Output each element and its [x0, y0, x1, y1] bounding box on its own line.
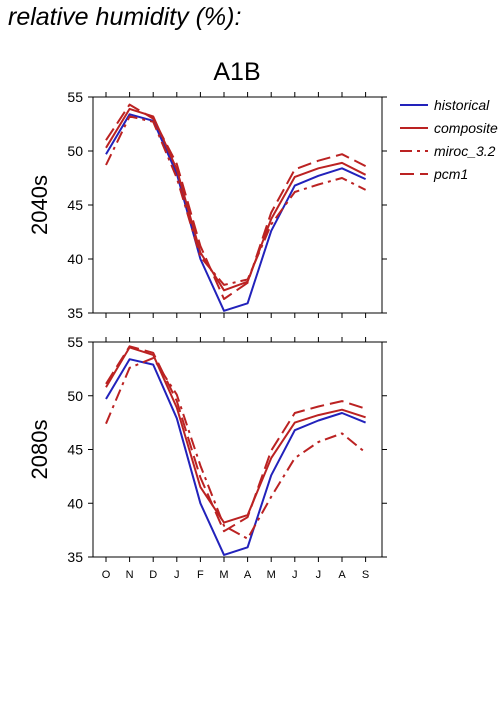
page-title: relative humidity (%): [8, 3, 242, 31]
y-axis-label: 2040s [27, 175, 52, 235]
y-tick-label: 45 [67, 197, 83, 213]
legend-item-miroc_3.2: miroc_3.2 [400, 143, 496, 159]
scenario-title: A1B [213, 58, 260, 86]
plot-frame [92, 96, 383, 314]
series-line-miroc_3.2 [105, 357, 367, 540]
legend-item-historical: historical [400, 97, 490, 113]
y-tick-label: 50 [67, 143, 83, 159]
y-tick-label: 35 [67, 549, 83, 565]
legend-item-composite: composite [400, 120, 498, 136]
series-line-miroc_3.2 [105, 115, 367, 286]
x-tick-label: A [244, 569, 252, 581]
panels: 35 40 45 50 55 2040s 35 40 45 50 55 2080s O N D J F M A M J J… [27, 89, 387, 581]
x-tick-label: F [197, 569, 204, 581]
x-tick-label: O [102, 569, 111, 581]
panel-2080s: 35 40 45 50 55 2080s [27, 334, 387, 565]
legend-label: pcm1 [433, 166, 468, 182]
y-tick-label: 55 [67, 334, 83, 350]
y-tick-label: 40 [67, 495, 83, 511]
plot-frame [92, 341, 383, 558]
legend-label: historical [434, 97, 490, 113]
x-tick-label: A [338, 569, 346, 581]
series-line-pcm1 [105, 345, 366, 533]
series-line-historical [105, 358, 366, 556]
series-line-historical [105, 113, 367, 312]
series-line-composite [105, 107, 367, 292]
legend-label: miroc_3.2 [434, 143, 496, 159]
y-tick-label: 40 [67, 251, 83, 267]
y-tick-label: 35 [67, 305, 83, 321]
y-tick-label: 55 [67, 89, 83, 105]
legend-label: composite [434, 120, 498, 136]
legend: historical composite miroc_3.2 pcm1 [400, 97, 498, 182]
x-tick-label: M [219, 569, 228, 581]
series-line-composite [105, 346, 366, 524]
x-tick-label: J [174, 569, 180, 581]
legend-item-pcm1: pcm1 [400, 166, 468, 182]
y-tick-label: 50 [67, 388, 83, 404]
series-line-pcm1 [105, 103, 367, 300]
y-tick-label: 45 [67, 442, 83, 458]
x-tick-label: N [126, 569, 134, 581]
y-axis-label: 2080s [27, 420, 52, 480]
x-tick-label: D [149, 569, 157, 581]
x-tick-label: J [292, 569, 298, 581]
x-tick-label: S [362, 569, 369, 581]
panel-2040s: 35 40 45 50 55 2040s [27, 89, 387, 321]
x-tick-label: M [267, 569, 276, 581]
x-tick-label: J [316, 569, 322, 581]
